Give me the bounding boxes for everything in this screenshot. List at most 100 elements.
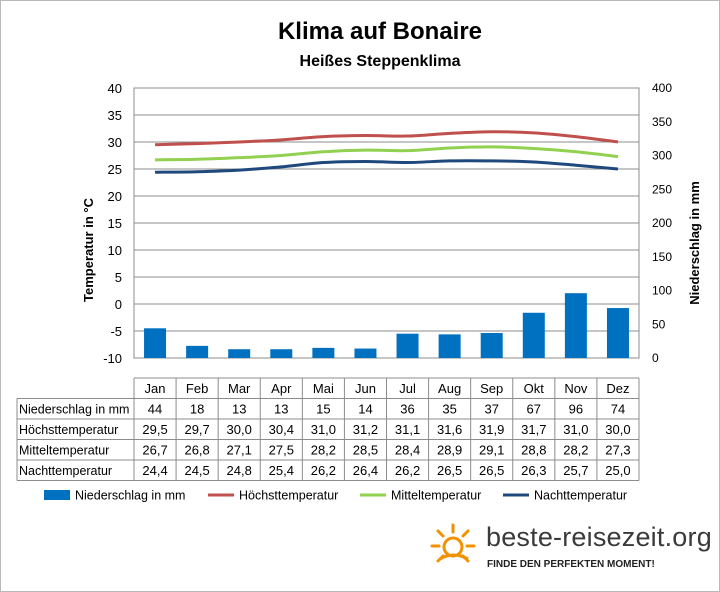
precipitation-bar xyxy=(144,328,167,358)
precipitation-bar xyxy=(354,348,377,358)
y-right-tick-label: 350 xyxy=(652,115,672,129)
table-row-label: Höchsttemperatur xyxy=(19,423,118,437)
table-cell: 28,9 xyxy=(437,443,462,458)
table-cell: 31,0 xyxy=(311,422,336,437)
table-cell: 26,5 xyxy=(437,463,462,478)
brand-slogan: FINDE DEN PERFEKTEN MOMENT! xyxy=(487,559,655,570)
x-tick-label: Dez xyxy=(606,381,629,396)
x-tick-label: Apr xyxy=(271,381,292,396)
y-left-tick-label: 15 xyxy=(108,216,122,231)
legend-label: Höchsttemperatur xyxy=(239,489,338,503)
table-cell: 25,0 xyxy=(605,463,630,478)
table-cell: 18 xyxy=(190,402,204,417)
table-cell: 26,2 xyxy=(311,463,336,478)
legend-label: Niederschlag in mm xyxy=(75,489,185,503)
precipitation-bar xyxy=(396,333,419,358)
y-left-tick-label: 5 xyxy=(115,270,122,285)
table-cell: 28,4 xyxy=(395,443,420,458)
table-cell: 36 xyxy=(400,402,414,417)
precipitation-bar xyxy=(186,345,209,358)
table-cell: 29,5 xyxy=(142,422,167,437)
y-right-tick-label: 0 xyxy=(652,351,659,365)
y-right-tick-label: 200 xyxy=(652,216,672,230)
x-tick-label: Jul xyxy=(399,381,416,396)
table-cell: 27,3 xyxy=(605,443,630,458)
table-cell: 27,1 xyxy=(227,443,252,458)
y-left-tick-label: 20 xyxy=(108,189,122,204)
table-cell: 31,2 xyxy=(353,422,378,437)
chart-subtitle: Heißes Steppenklima xyxy=(299,53,461,70)
table-cell: 13 xyxy=(274,402,288,417)
precipitation-bar xyxy=(564,293,587,358)
x-tick-label: Mar xyxy=(228,381,251,396)
precipitation-bar xyxy=(228,349,251,358)
table-cell: 31,7 xyxy=(521,422,546,437)
y-left-tick-label: 40 xyxy=(108,81,122,96)
table-cell: 13 xyxy=(232,402,246,417)
y-right-tick-label: 300 xyxy=(652,149,672,163)
y-left-tick-label: -5 xyxy=(110,324,122,339)
y-left-axis-label: Temperatur in °C xyxy=(81,197,96,302)
table-cell: 26,3 xyxy=(521,463,546,478)
y-right-tick-label: 100 xyxy=(652,284,672,298)
x-tick-label: Jan xyxy=(145,381,166,396)
table-cell: 44 xyxy=(148,402,162,417)
series-line-mitteltemperatur xyxy=(155,145,619,162)
x-tick-label: Okt xyxy=(524,381,545,396)
y-left-tick-label: 30 xyxy=(108,135,122,150)
table-cell: 30,0 xyxy=(227,422,252,437)
table-row-label: Mitteltemperatur xyxy=(19,444,109,458)
table-cell: 28,2 xyxy=(563,443,588,458)
table-cell: 26,2 xyxy=(395,463,420,478)
precipitation-bar xyxy=(312,347,335,358)
table-cell: 74 xyxy=(611,402,625,417)
y-right-tick-label: 250 xyxy=(652,182,672,196)
table-cell: 14 xyxy=(358,402,372,417)
chart-title: Klima auf Bonaire xyxy=(277,18,483,45)
table-cell: 67 xyxy=(527,402,541,417)
table-cell: 26,7 xyxy=(142,443,167,458)
y-right-axis-label: Niederschlag in mm xyxy=(687,181,702,305)
y-right-tick-label: 150 xyxy=(652,250,672,264)
legend-swatch-bar xyxy=(44,490,70,500)
table-cell: 30,4 xyxy=(269,422,294,437)
x-tick-label: Aug xyxy=(438,381,461,396)
series-line-nachttemperatur xyxy=(155,159,619,174)
table-cell: 25,4 xyxy=(269,463,294,478)
legend-label: Nachttemperatur xyxy=(534,489,627,503)
table-cell: 30,0 xyxy=(605,422,630,437)
x-tick-label: Feb xyxy=(186,381,208,396)
table-cell: 28,5 xyxy=(353,443,378,458)
table-cell: 29,1 xyxy=(479,443,504,458)
table-cell: 31,1 xyxy=(395,422,420,437)
table-cell: 35 xyxy=(442,402,456,417)
y-left-tick-label: 25 xyxy=(108,162,122,177)
table-cell: 29,7 xyxy=(184,422,209,437)
sun-icon xyxy=(428,521,478,571)
plot-area xyxy=(133,87,640,359)
precipitation-bar xyxy=(270,349,293,358)
table-cell: 28,8 xyxy=(521,443,546,458)
table-cell: 26,4 xyxy=(353,463,378,478)
legend-label: Mitteltemperatur xyxy=(391,489,481,503)
table-cell: 96 xyxy=(569,402,583,417)
table-cell: 24,8 xyxy=(227,463,252,478)
table-row-label: Nachttemperatur xyxy=(19,464,112,478)
table-cell: 31,9 xyxy=(479,422,504,437)
table-cell: 27,5 xyxy=(269,443,294,458)
precipitation-bar xyxy=(438,334,461,358)
table-cell: 31,0 xyxy=(563,422,588,437)
y-left-tick-label: 35 xyxy=(108,108,122,123)
x-tick-label: Jun xyxy=(355,381,376,396)
series-line-h-chsttemperatur xyxy=(155,130,619,147)
y-left-tick-label: -10 xyxy=(103,351,122,366)
table-cell: 26,5 xyxy=(479,463,504,478)
table-cell: 37 xyxy=(484,402,498,417)
table-cell: 26,8 xyxy=(184,443,209,458)
precipitation-bar xyxy=(522,312,545,358)
x-tick-label: Nov xyxy=(564,381,588,396)
x-tick-label: Sep xyxy=(480,381,503,396)
y-right-tick-label: 400 xyxy=(652,81,672,95)
table-cell: 24,4 xyxy=(142,463,167,478)
